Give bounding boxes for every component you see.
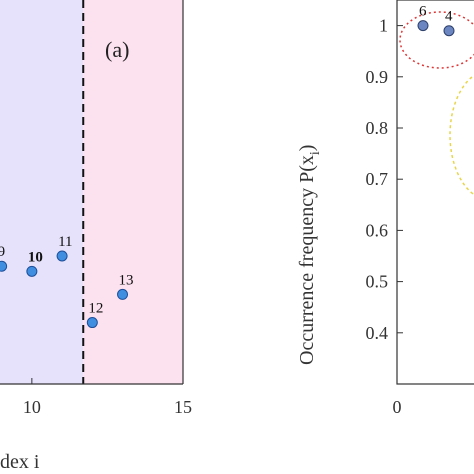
region-pink xyxy=(83,0,183,384)
data-point-label: 12 xyxy=(88,301,103,317)
data-point-label: 13 xyxy=(119,272,134,288)
left-x-tick-label: 15 xyxy=(174,397,192,417)
data-point-label: 11 xyxy=(58,234,72,250)
data-point xyxy=(86,317,98,329)
right-x-tick-label: 0 xyxy=(393,397,402,417)
data-point xyxy=(443,25,455,37)
data-point xyxy=(417,20,429,32)
data-point-label: 4 xyxy=(445,9,453,25)
data-point-label: 9 xyxy=(0,244,5,260)
right-y-tick-label: 0.9 xyxy=(366,67,389,87)
left-panel: 10 15 9 10 11 12 13 (a) dex i xyxy=(0,0,192,473)
right-y-tick-label: 0.4 xyxy=(366,323,389,343)
right-y-axis-label: Occurrence frequency P(xi) xyxy=(296,145,323,365)
left-x-ticks: 10 15 xyxy=(23,378,192,417)
data-point xyxy=(26,265,38,277)
right-y-tick-label: 1 xyxy=(379,16,388,36)
left-points: 9 10 11 12 13 xyxy=(0,234,134,329)
red-dotted-ellipse xyxy=(399,11,474,69)
data-point xyxy=(56,250,68,262)
right-y-ticks: 1 0.9 0.8 0.7 0.6 0.5 0.4 xyxy=(366,16,403,343)
right-y-tick-label: 0.8 xyxy=(366,118,389,138)
left-x-axis-label: dex i xyxy=(0,451,40,473)
data-point xyxy=(0,260,8,272)
right-x-ticks: 0 xyxy=(393,397,402,417)
right-y-tick-label: 0.6 xyxy=(366,220,389,240)
right-axes-box xyxy=(396,0,474,385)
data-point-label: 6 xyxy=(419,4,427,20)
left-x-tick-label: 10 xyxy=(23,397,41,417)
right-y-tick-label: 0.7 xyxy=(366,169,389,189)
right-y-tick-label: 0.5 xyxy=(366,272,389,292)
panel-label: (a) xyxy=(105,37,129,62)
data-point-label: 10 xyxy=(28,249,43,265)
region-purple xyxy=(0,0,84,384)
data-point xyxy=(117,288,129,300)
